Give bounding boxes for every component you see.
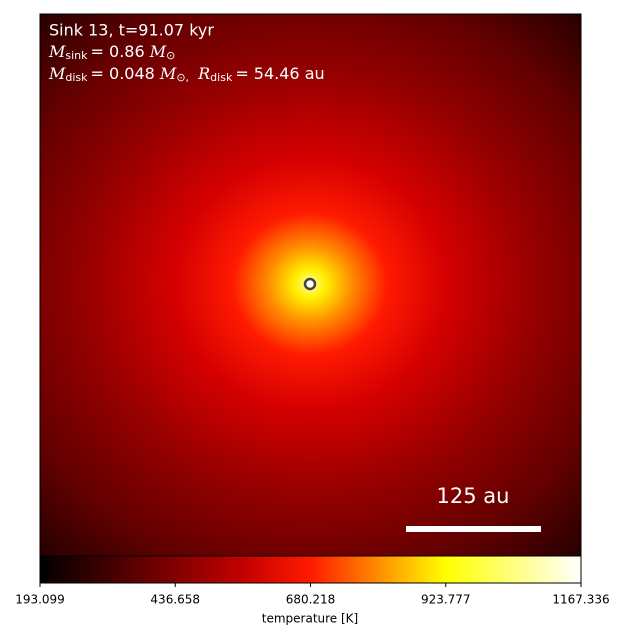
colorbar-tick-label: 680.218 [286, 593, 336, 607]
value: = 0.048 [91, 64, 155, 83]
colorbar-label: temperature [K] [262, 612, 358, 626]
colorbar-ticks: 193.099 436.658 680.218 923.777 1167.336 [15, 583, 610, 607]
sink-marker [303, 277, 317, 291]
subscript: disk [210, 71, 233, 84]
unit-subscript: ⊙ [166, 49, 175, 62]
value: = 0.86 [91, 42, 145, 61]
annotation-line: Sink 13, t=91.07 kyr [49, 21, 214, 40]
sink-marker-center [306, 280, 314, 288]
symbol: M [48, 42, 66, 61]
scale-bar [406, 526, 541, 532]
colorbar-tick-label: 193.099 [15, 593, 65, 607]
subscript: sink [65, 49, 88, 62]
unit: M [159, 64, 177, 83]
colorbar-tick-label: 923.777 [421, 593, 471, 607]
colorbar-tick-label: 1167.336 [552, 593, 609, 607]
scale-bar-label: 125 au [437, 484, 510, 508]
unit: M [149, 42, 167, 61]
colorbar [39, 555, 582, 584]
colorbar-tick-label: 436.658 [150, 593, 200, 607]
subscript: disk [65, 71, 88, 84]
symbol: M [48, 64, 66, 83]
annotation-line: Msink = 0.86 M⊙ [48, 42, 175, 63]
symbol: R [197, 64, 210, 83]
unit-subscript: ⊙, [176, 71, 189, 84]
value: = 54.46 au [235, 64, 324, 83]
annotation-line: Mdisk = 0.048 M⊙, Rdisk = 54.46 au [48, 64, 325, 87]
